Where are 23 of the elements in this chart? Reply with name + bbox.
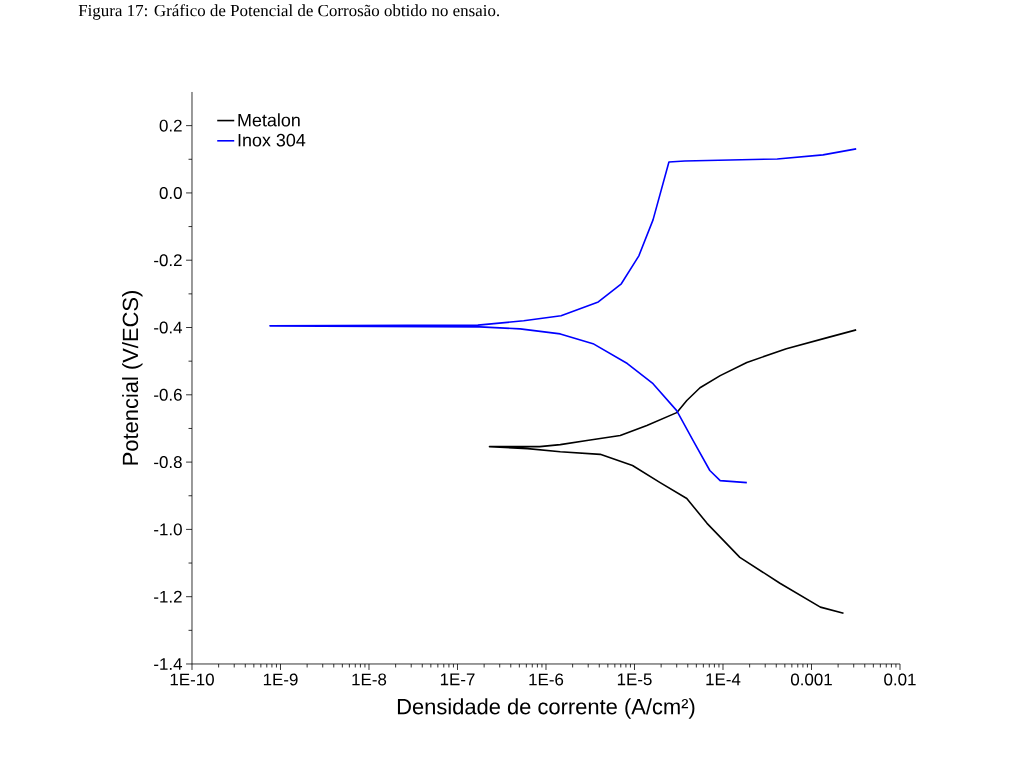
x-tick-label: 0.01 <box>884 673 916 686</box>
x-tick-label: 1E-7 <box>440 673 475 686</box>
y-tick-label: -0.6 <box>154 388 182 401</box>
y-tick-label: -0.8 <box>154 456 182 469</box>
y-tick-label: -1.4 <box>154 658 183 670</box>
legend-label: Metalon <box>238 113 300 127</box>
y-axis-title: Potencial (V/ECS) <box>122 291 143 465</box>
x-axis-title: Densidade de corrente (A/cm²) <box>397 698 695 719</box>
y-tick-label: -0.2 <box>154 254 182 267</box>
y-tick-label: -1.0 <box>154 523 182 536</box>
x-tick-label: 1E-6 <box>529 673 564 686</box>
x-tick-label: 0.001 <box>790 673 832 686</box>
chart-title: Figura 17: Gráfico de Potencial de Corrosão obtido no ensaio. <box>78 4 500 20</box>
x-tick-label: 1E-10 <box>170 673 214 686</box>
x-tick-label: 1E-9 <box>263 673 298 686</box>
y-tick-label: -0.4 <box>154 321 183 334</box>
y-tick-label: 0.0 <box>159 186 182 199</box>
x-tick-label: 1E-8 <box>352 673 387 686</box>
legend-label: Inox 304 <box>238 133 306 147</box>
y-tick-label: 0.2 <box>159 119 182 132</box>
x-tick-label: 1E-4 <box>706 673 741 686</box>
y-tick-label: -1.2 <box>154 590 182 603</box>
x-tick-label: 1E-5 <box>617 673 652 686</box>
